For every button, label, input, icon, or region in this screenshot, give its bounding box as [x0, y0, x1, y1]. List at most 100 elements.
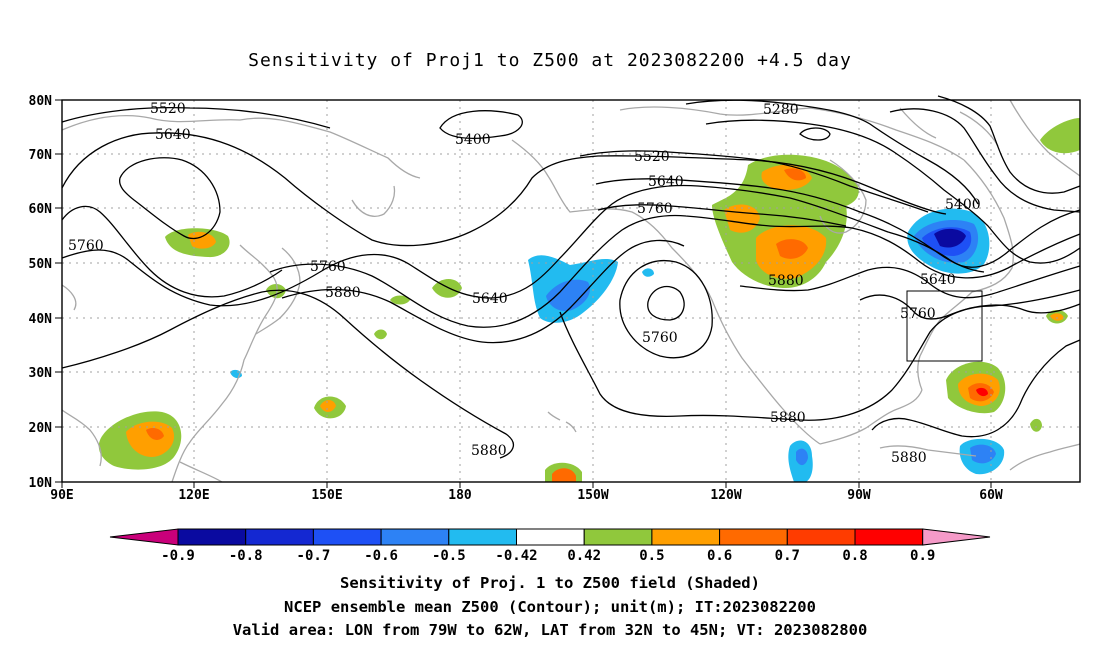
- negative-region-caribbean-core: [970, 444, 996, 464]
- colorbar-swatch: [516, 528, 585, 546]
- positive-region-canada-core-north-peak: [784, 168, 806, 181]
- caption-contour: NCEP ensemble mean Z500 (Contour); unit(…: [284, 598, 816, 616]
- contour-line-5640-alaska: [595, 178, 985, 273]
- positive-region-northeast: [1040, 118, 1080, 154]
- colorbar-swatch: [719, 528, 788, 546]
- coastline-alaska: [511, 139, 821, 445]
- coastline-south-america: [1009, 443, 1081, 471]
- contour-labels: 5520 5640 5760 5400 5760 5880 5640 5520 …: [68, 101, 981, 466]
- colorbar-swatch: [177, 528, 247, 546]
- lon-label: 150E: [311, 488, 342, 503]
- lon-label: 120W: [710, 488, 741, 503]
- contour-line-5760-alaska: [597, 204, 847, 227]
- colorbar-label: -0.5: [432, 548, 466, 564]
- contour-line-5760-east-coast: [859, 294, 1081, 320]
- positive-region-hawaii-core: [552, 468, 576, 482]
- positive-region-south-china-core: [126, 421, 175, 457]
- colorbar-swatch: [380, 528, 450, 546]
- lat-label: 80N: [29, 94, 53, 109]
- positive-region-tropical-atlantic: [1030, 418, 1042, 432]
- positive-region-japan: [266, 284, 286, 299]
- positive-region-small-1: [390, 295, 410, 305]
- contour-label-5880-hawaii: 5880: [471, 443, 507, 459]
- caption-valid-area: Valid area: LON from 79W to 62W, LAT fro…: [232, 621, 868, 639]
- contour-line-5760-west: [61, 205, 283, 298]
- contour-line-5760-pacific: [269, 214, 1081, 328]
- colorbar-swatch: [651, 528, 721, 546]
- colorbar-swatch: [312, 528, 382, 546]
- colorbar-labels: -0.9 -0.8 -0.7 -0.6 -0.5 -0.42 0.42 0.5 …: [161, 548, 935, 564]
- colorbar-overflow-triangle: [922, 528, 991, 546]
- contour-label-5760-alaska: 5760: [637, 201, 673, 217]
- negative-region-labrador-core: [934, 228, 966, 248]
- contour-line-5400-labrador: [705, 119, 1081, 264]
- valid-area-box: [906, 290, 983, 362]
- colorbar-label: 0.5: [639, 548, 664, 564]
- contour-label-5640-alaska: 5640: [648, 174, 684, 190]
- contour-label-5880-plains: 5880: [768, 273, 804, 289]
- colorbar-swatch: [854, 528, 924, 546]
- contour-label-5640-west: 5640: [155, 127, 191, 143]
- coastline-hawaii: [547, 411, 577, 433]
- contour-line-5520-alaska: [579, 150, 929, 213]
- contour-label-5760-west: 5760: [68, 238, 104, 254]
- coastline-caribbean: [879, 445, 977, 457]
- contour-line-5880-plains: [739, 265, 1081, 299]
- negative-region-pacific-small: [642, 268, 654, 277]
- coastline-greenland: [1009, 99, 1081, 177]
- contour-line-5640-west: [61, 132, 947, 247]
- chart-title: Sensitivity of Proj1 to Z500 at 20230822…: [248, 50, 852, 71]
- lon-axis-labels: 90E 120E 150E 180 150W 120W 90W 60W: [50, 488, 1003, 503]
- contour-line-cutoff-low-outer: [619, 260, 713, 359]
- colorbar-label: -0.9: [161, 548, 195, 564]
- colorbar-label: -0.6: [364, 548, 398, 564]
- contour-label-5880-caribbean: 5880: [891, 450, 927, 466]
- positive-region-south-china-peak: [146, 428, 164, 440]
- negative-region-pacific-core: [546, 279, 591, 312]
- contour-line-inner-asia-low: [118, 157, 221, 240]
- colorbar-underflow-triangle: [109, 528, 179, 546]
- contour-label-5760-east-coast: 5760: [900, 306, 936, 322]
- coastline-east-asia: [61, 244, 278, 483]
- coastline-labrador: [963, 159, 1014, 293]
- colorbar-label: 0.7: [775, 548, 800, 564]
- lat-label: 60N: [29, 202, 53, 217]
- colorbar-label: -0.42: [495, 548, 537, 564]
- lon-label: 90W: [847, 488, 871, 503]
- coastline-southeast-asia: [61, 409, 223, 483]
- colorbar-label: 0.8: [842, 548, 867, 564]
- colorbar-label: -0.8: [229, 548, 263, 564]
- coastline-us-east: [917, 291, 973, 391]
- contour-label-5640-labrador: 5640: [920, 272, 956, 288]
- colorbar-label: 0.42: [567, 548, 601, 564]
- contour-line-5880-hawaii: [61, 289, 515, 459]
- lat-label: 10N: [29, 476, 53, 491]
- lon-label: 150W: [577, 488, 608, 503]
- colorbar-swatch: [583, 528, 653, 546]
- colorbar: [109, 528, 991, 546]
- contour-label-5760-cutoff-low: 5760: [642, 330, 678, 346]
- coastline-kamchatka: [351, 185, 396, 217]
- lon-label: 90E: [50, 488, 73, 503]
- map-frame: [61, 99, 1081, 483]
- caption-shading: Sensitivity of Proj. 1 to Z500 field (Sh…: [340, 574, 760, 592]
- colorbar-label: 0.6: [707, 548, 732, 564]
- contour-line-5880-pacific: [281, 239, 685, 344]
- lat-axis-labels: 80N 70N 60N 50N 40N 30N 20N 10N: [29, 94, 53, 491]
- contour-line-east-arctic: [937, 95, 1081, 194]
- colorbar-swatch: [786, 528, 856, 546]
- positive-region-east-atlantic-core: [1050, 313, 1064, 321]
- sensitivity-shading: [98, 118, 1080, 482]
- coastline-gulf-mexico: [819, 389, 923, 445]
- lon-label: 60W: [979, 488, 1003, 503]
- coastline-siberia: [61, 115, 421, 179]
- coastline-north-america-arctic: [619, 106, 965, 161]
- contour-label-5400-north-pacific: 5400: [455, 132, 491, 148]
- contour-label-5520-west: 5520: [150, 101, 186, 117]
- contour-line-cutoff-low-inner: [647, 285, 685, 321]
- contour-line-5880-caribbean: [871, 339, 1081, 438]
- positive-region-asia-core: [188, 231, 216, 249]
- lat-label: 70N: [29, 148, 53, 163]
- positive-region-atlantic-max: [976, 387, 988, 397]
- contour-line-arctic-low: [799, 127, 831, 141]
